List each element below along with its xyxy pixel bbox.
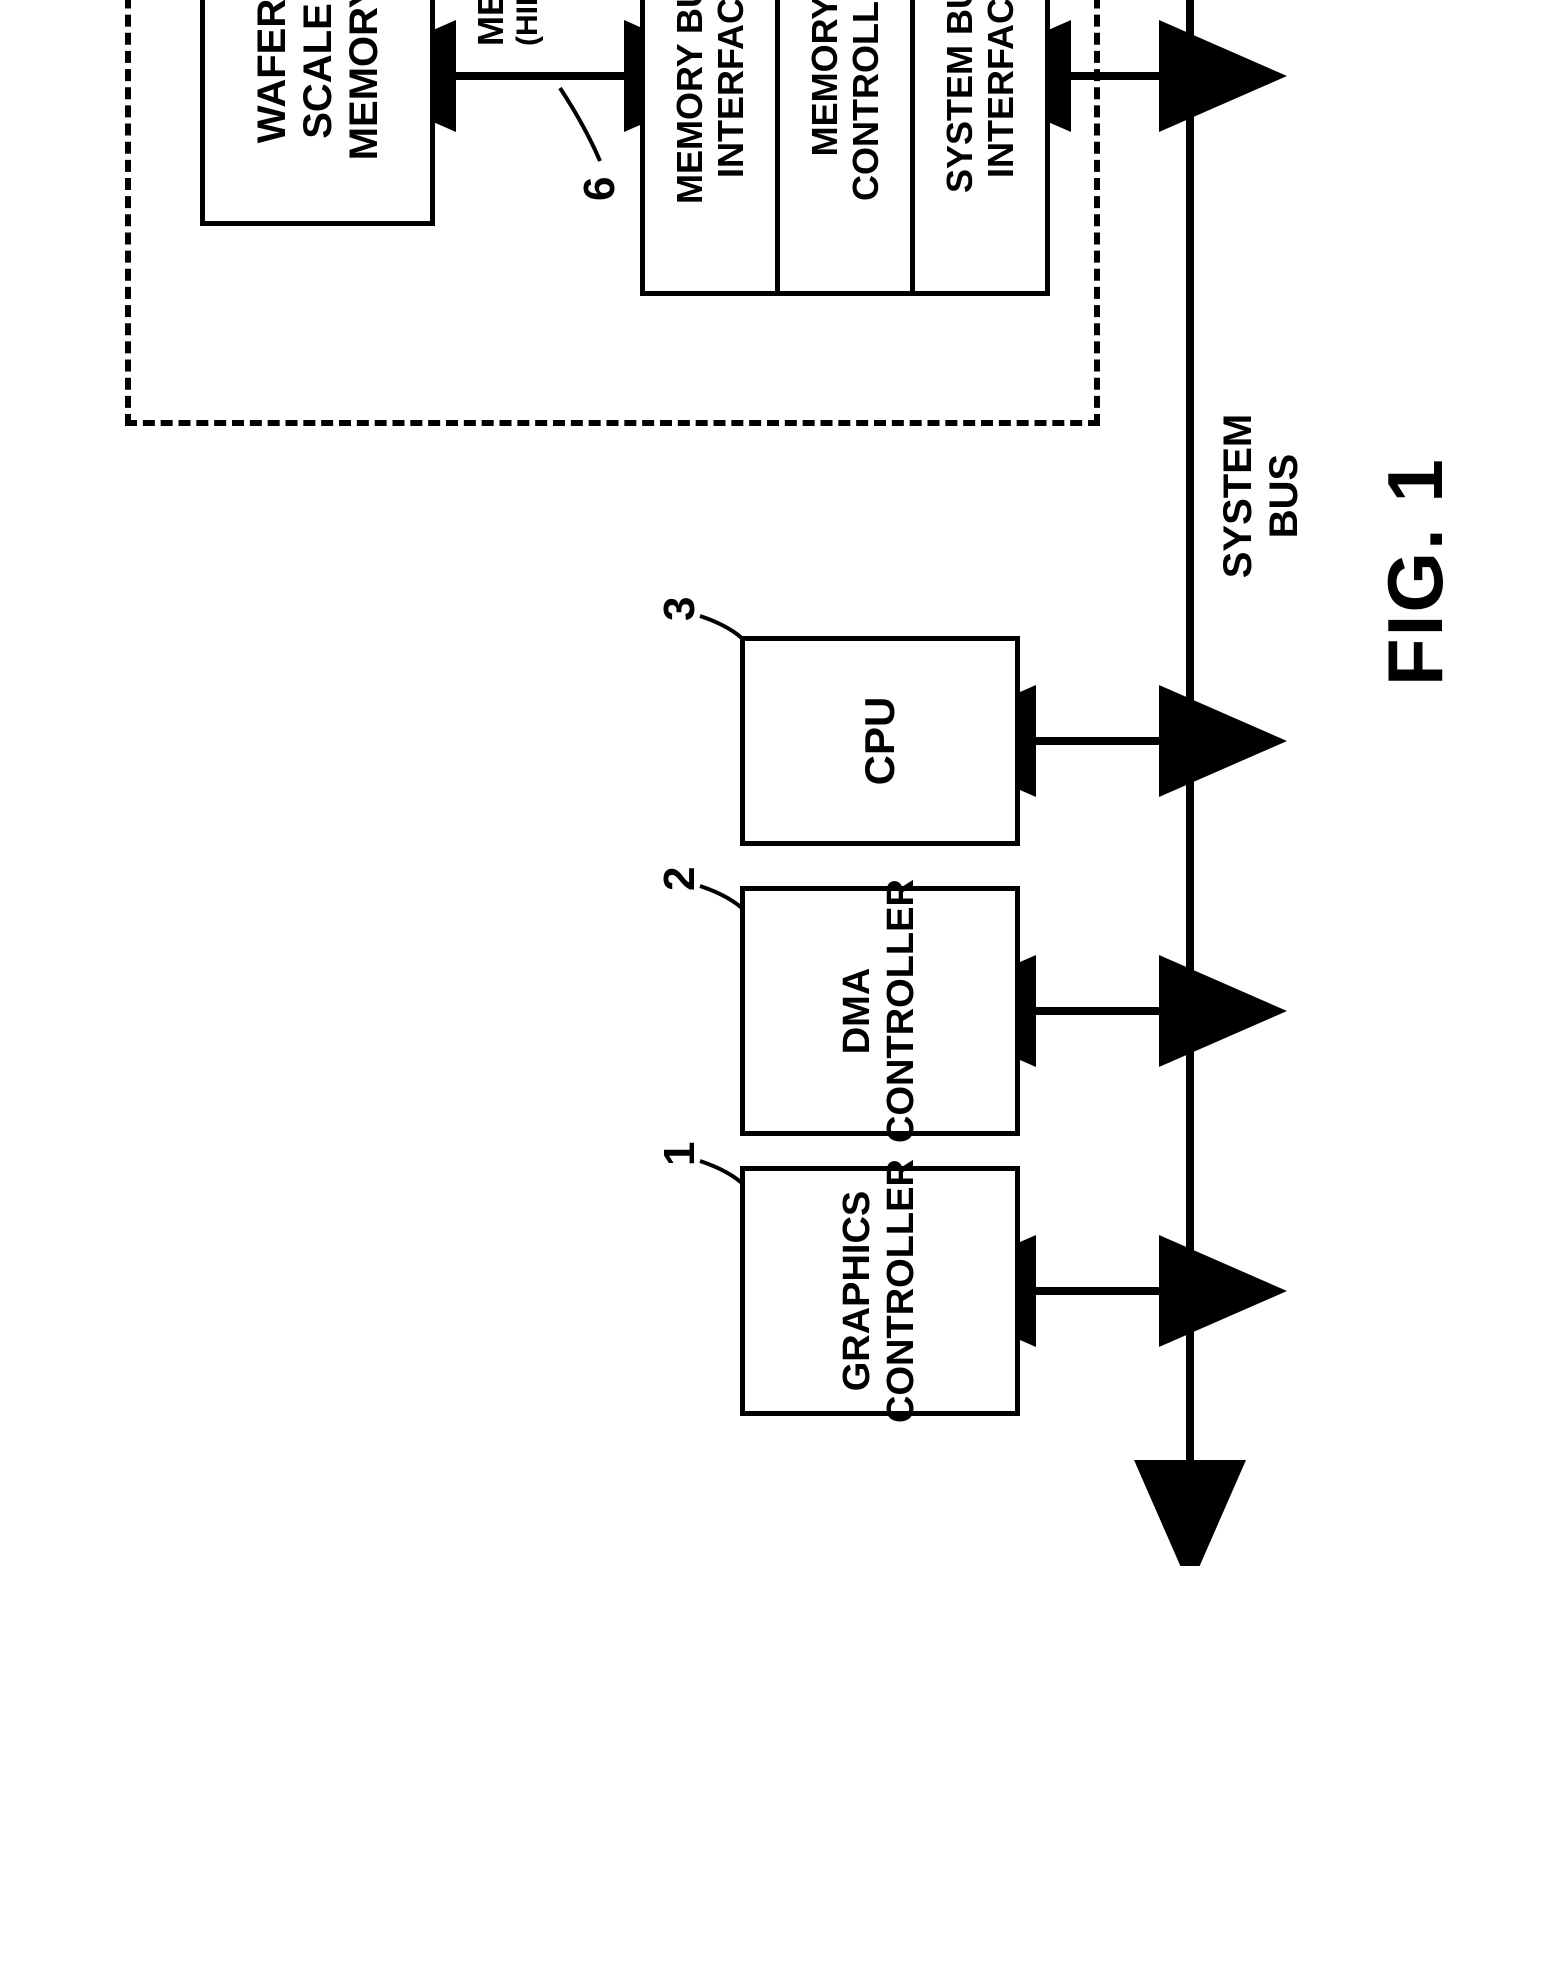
text: (HIERARCHICAL BUS)	[511, 0, 546, 46]
label-memory-bus: MEMORY BUS (HIERARCHICAL BUS)	[470, 0, 546, 46]
text: SCALE	[295, 3, 341, 139]
ref-6: 6	[575, 177, 625, 201]
text: MEMORY BUS	[470, 0, 511, 46]
diagram-landscape: GRAPHICS CONTROLLER 1 DMA CONTROLLER 2 C…	[0, 0, 1566, 1566]
block-cpu: CPU	[740, 636, 1020, 846]
cell-memory-bus-interface: MEMORY BUS/ INTERFACE	[645, 0, 780, 291]
text: CONTROLLER	[845, 0, 886, 201]
cell-memory-controller: MEMORY CONTROLLER	[780, 0, 915, 291]
text: CPU	[856, 697, 904, 786]
text: CONTROLLER	[880, 1159, 924, 1423]
text: GRAPHICS	[836, 1191, 880, 1392]
block-graphics-controller: GRAPHICS CONTROLLER	[740, 1166, 1020, 1416]
ref-3: 3	[655, 597, 705, 621]
ref-2: 2	[655, 867, 705, 891]
text: DMA	[836, 968, 880, 1055]
diagram-canvas: GRAPHICS CONTROLLER 1 DMA CONTROLLER 2 C…	[0, 0, 1566, 1566]
text: MEMORY	[804, 0, 845, 156]
text: MEMORY	[341, 0, 387, 160]
text: INTERFACE	[710, 0, 751, 178]
figure-label: FIG. 1	[1370, 457, 1461, 686]
block-wafer-scale-memory: WAFER SCALE MEMORY	[200, 0, 435, 226]
label-system-bus: SYSTEM BUS	[1215, 386, 1307, 606]
text: BUS	[1261, 386, 1307, 606]
block-memory-controller-stack: MEMORY BUS/ INTERFACE MEMORY CONTROLLER …	[640, 0, 1050, 296]
text: CONTROLLER	[880, 879, 924, 1143]
text: SYSTEM BUS	[939, 0, 980, 193]
text: MEMORY BUS/	[669, 0, 710, 204]
block-dma-controller: DMA CONTROLLER	[740, 886, 1020, 1136]
text: SYSTEM	[1215, 386, 1261, 606]
ref-1: 1	[655, 1142, 705, 1166]
cell-system-bus-interface: SYSTEM BUS INTERFACE	[915, 0, 1045, 291]
text: WAFER	[249, 0, 295, 143]
text: INTERFACE	[980, 0, 1021, 178]
